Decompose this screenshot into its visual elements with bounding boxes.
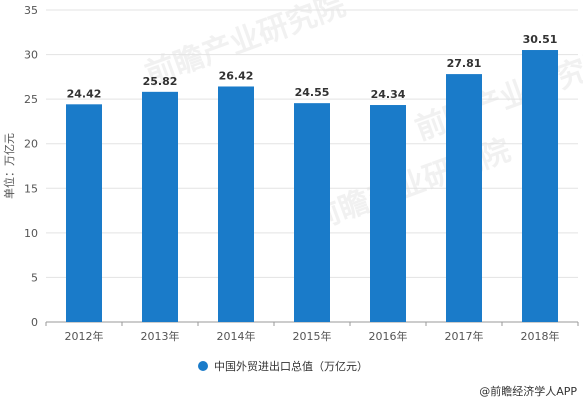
- y-tick-label: 20: [24, 138, 38, 151]
- data-label: 24.42: [67, 87, 102, 100]
- y-tick-label: 10: [24, 227, 38, 240]
- bar: [66, 104, 102, 322]
- bar: [142, 91, 178, 322]
- data-label: 26.42: [219, 69, 254, 82]
- legend-label: 中国外贸进出口总值（万亿元）: [214, 359, 368, 373]
- bar: [218, 86, 254, 322]
- bar: [370, 105, 406, 323]
- x-tick-label: 2012年: [65, 329, 104, 343]
- data-label: 27.81: [447, 57, 482, 70]
- legend-swatch: [198, 361, 208, 371]
- data-label: 25.82: [143, 75, 178, 88]
- x-tick-label: 2018年: [521, 329, 560, 343]
- x-tick-label: 2013年: [141, 329, 180, 343]
- data-labels: 24.42 25.82 26.42 24.55 24.34 27.81 30.51: [67, 33, 558, 101]
- watermark-text: 前瞻产业研究院: [306, 133, 515, 238]
- bar: [522, 50, 558, 322]
- legend: 中国外贸进出口总值（万亿元）: [198, 359, 368, 373]
- bar: [294, 103, 330, 322]
- data-label: 24.34: [371, 88, 406, 101]
- y-tick-label: 30: [24, 49, 38, 62]
- y-tick-label: 15: [24, 182, 38, 195]
- source-credit: @前瞻经济学人APP: [479, 384, 577, 398]
- y-tick-label: 35: [24, 4, 38, 17]
- y-tick-label: 0: [31, 316, 38, 329]
- y-axis: 0 5 10 15 20 25 30 35: [24, 4, 38, 329]
- x-axis: 2012年 2013年 2014年 2015年 2016年 2017年 2018年: [45, 322, 579, 343]
- y-tick-label: 25: [24, 93, 38, 106]
- y-tick-label: 5: [31, 271, 38, 284]
- x-tick-label: 2017年: [445, 329, 484, 343]
- data-label: 30.51: [523, 33, 558, 46]
- x-tick-label: 2016年: [369, 329, 408, 343]
- data-label: 24.55: [295, 86, 330, 99]
- y-axis-title: 单位：万亿元: [2, 133, 16, 199]
- bars: [66, 50, 558, 323]
- x-tick-label: 2014年: [217, 329, 256, 343]
- x-tick-label: 2015年: [293, 329, 332, 343]
- bar: [446, 74, 482, 322]
